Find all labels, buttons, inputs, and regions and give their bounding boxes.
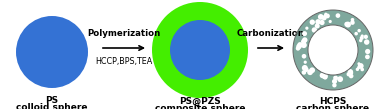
Circle shape bbox=[364, 39, 369, 45]
Circle shape bbox=[351, 18, 354, 22]
Circle shape bbox=[293, 10, 373, 90]
Circle shape bbox=[354, 32, 358, 35]
Circle shape bbox=[322, 16, 325, 20]
Text: carbon sphere: carbon sphere bbox=[296, 104, 370, 109]
Circle shape bbox=[364, 35, 368, 39]
Circle shape bbox=[323, 15, 327, 19]
Circle shape bbox=[305, 27, 308, 30]
Text: HCPS: HCPS bbox=[319, 97, 347, 106]
Circle shape bbox=[347, 72, 351, 76]
Circle shape bbox=[322, 73, 328, 79]
Text: Carbonization: Carbonization bbox=[237, 29, 305, 38]
Circle shape bbox=[350, 20, 355, 25]
Circle shape bbox=[309, 67, 315, 73]
Circle shape bbox=[332, 79, 337, 84]
Circle shape bbox=[302, 54, 306, 59]
Circle shape bbox=[301, 39, 306, 44]
Circle shape bbox=[302, 65, 308, 71]
Circle shape bbox=[315, 23, 320, 28]
Circle shape bbox=[301, 42, 307, 48]
Circle shape bbox=[302, 37, 308, 43]
Circle shape bbox=[320, 20, 324, 23]
Circle shape bbox=[302, 70, 306, 75]
Circle shape bbox=[358, 62, 361, 65]
Text: HCCP,BPS,TEA: HCCP,BPS,TEA bbox=[95, 57, 153, 66]
Circle shape bbox=[349, 71, 353, 75]
Circle shape bbox=[322, 15, 327, 20]
Circle shape bbox=[345, 22, 351, 28]
Circle shape bbox=[360, 36, 364, 40]
Text: PS@PZS: PS@PZS bbox=[179, 97, 221, 106]
Circle shape bbox=[357, 66, 360, 69]
Circle shape bbox=[16, 16, 88, 88]
Circle shape bbox=[304, 67, 308, 72]
Circle shape bbox=[324, 14, 327, 17]
Circle shape bbox=[328, 20, 332, 23]
Circle shape bbox=[152, 2, 248, 98]
Circle shape bbox=[304, 61, 307, 64]
Circle shape bbox=[359, 39, 363, 42]
Circle shape bbox=[170, 20, 230, 80]
Circle shape bbox=[320, 73, 325, 78]
Circle shape bbox=[296, 44, 302, 49]
Circle shape bbox=[322, 75, 326, 79]
Circle shape bbox=[365, 54, 370, 59]
Circle shape bbox=[319, 20, 325, 25]
Text: composite sphere: composite sphere bbox=[155, 104, 245, 109]
Circle shape bbox=[318, 14, 324, 20]
Circle shape bbox=[348, 69, 353, 75]
Circle shape bbox=[310, 20, 315, 25]
Circle shape bbox=[361, 34, 364, 38]
Circle shape bbox=[333, 76, 338, 80]
Circle shape bbox=[336, 13, 340, 18]
Circle shape bbox=[356, 68, 359, 71]
Circle shape bbox=[358, 63, 364, 69]
Circle shape bbox=[297, 42, 303, 48]
Circle shape bbox=[325, 14, 330, 18]
Circle shape bbox=[296, 46, 300, 51]
Circle shape bbox=[344, 22, 349, 27]
Text: Polymerization: Polymerization bbox=[87, 29, 161, 38]
Text: colloid sphere: colloid sphere bbox=[16, 103, 88, 109]
Circle shape bbox=[349, 74, 353, 78]
Circle shape bbox=[308, 25, 358, 75]
Circle shape bbox=[360, 68, 364, 71]
Circle shape bbox=[324, 76, 327, 79]
Circle shape bbox=[307, 69, 313, 75]
Circle shape bbox=[357, 29, 361, 32]
Circle shape bbox=[315, 19, 321, 25]
Circle shape bbox=[302, 31, 307, 36]
Circle shape bbox=[337, 76, 343, 82]
Circle shape bbox=[332, 83, 336, 87]
Circle shape bbox=[324, 13, 327, 16]
Circle shape bbox=[312, 27, 317, 33]
Text: PS: PS bbox=[45, 96, 59, 105]
Circle shape bbox=[365, 49, 370, 54]
